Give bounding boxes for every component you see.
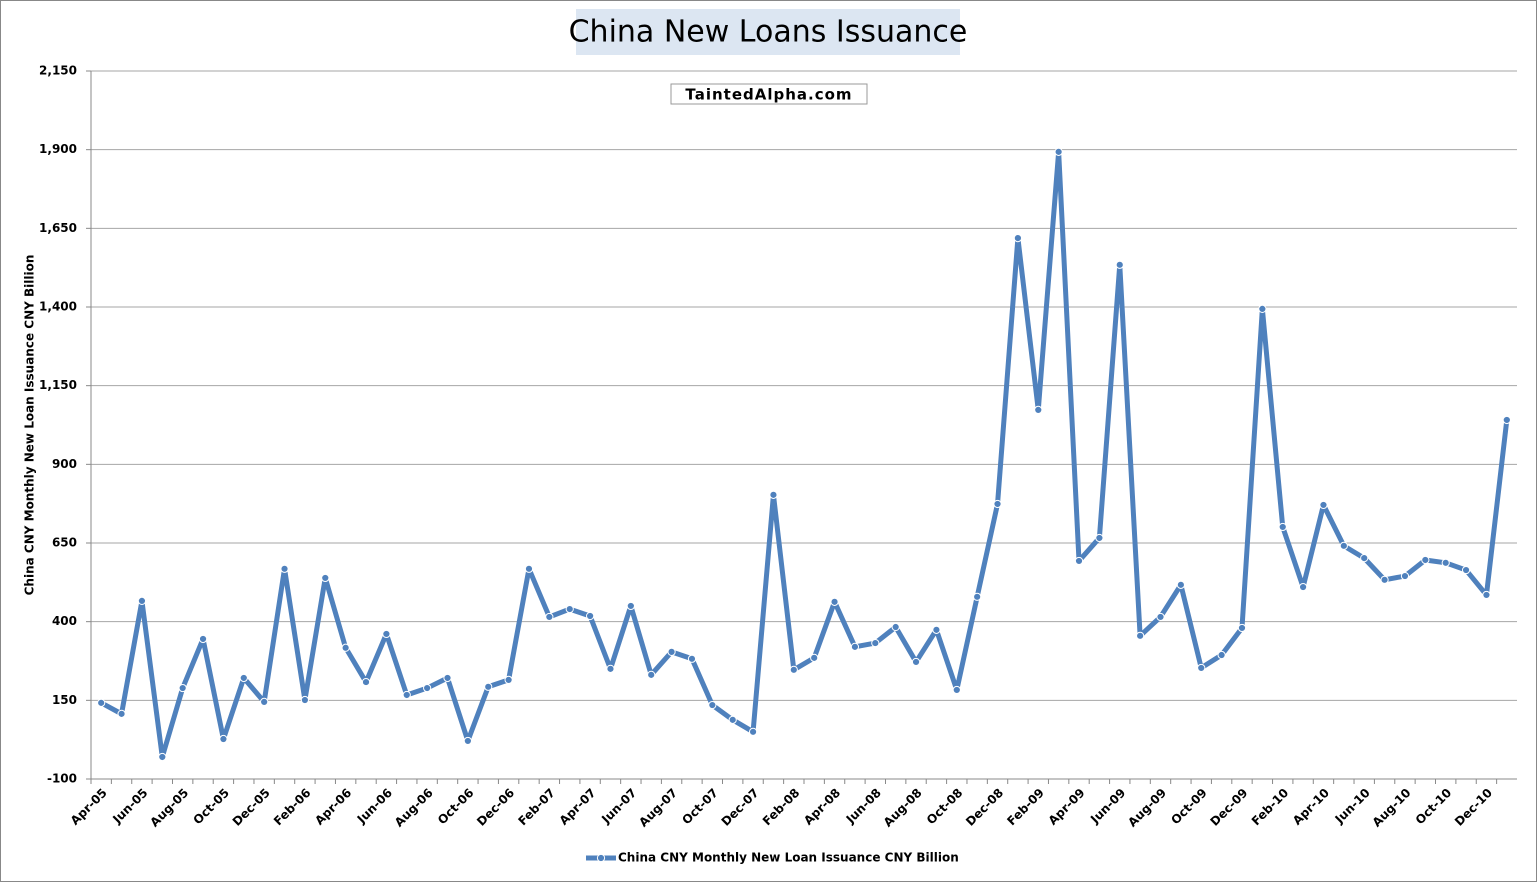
- point: [1278, 522, 1287, 532]
- point: [1482, 590, 1491, 600]
- y-tick-label: 1,900: [39, 142, 77, 156]
- watermark-box: [670, 83, 868, 105]
- point: [260, 697, 269, 707]
- point: [1258, 304, 1267, 313]
- point: [382, 629, 391, 639]
- point: [1360, 554, 1369, 563]
- y-tick-label: 1,400: [39, 300, 77, 314]
- point: [1095, 533, 1104, 543]
- point: [1156, 612, 1165, 622]
- point: [687, 654, 697, 663]
- point: [463, 736, 472, 746]
- point: [198, 634, 208, 644]
- y-tick-label: 2,150: [39, 64, 77, 78]
- point: [545, 612, 554, 622]
- point: [810, 653, 819, 662]
- point: [1400, 571, 1410, 581]
- point: [219, 734, 228, 744]
- point: [1441, 558, 1450, 567]
- y-tick-label: 650: [52, 536, 77, 550]
- point: [321, 573, 330, 583]
- point: [504, 675, 513, 684]
- point: [1217, 650, 1226, 660]
- series-line: [99, 149, 1510, 760]
- point: [158, 752, 167, 762]
- point: [137, 596, 147, 605]
- point: [280, 564, 289, 573]
- chart-title: China New Loans Issuance: [569, 15, 968, 50]
- legend-marker: [596, 853, 606, 863]
- point: [1380, 575, 1389, 584]
- point: [626, 601, 635, 611]
- point: [1115, 260, 1124, 269]
- y-axis-label: China CNY Monthly New Loan Issuance CNY …: [23, 255, 37, 596]
- point: [1054, 147, 1063, 156]
- point: [361, 677, 371, 687]
- point: [586, 611, 595, 621]
- point: [850, 642, 860, 651]
- point: [1502, 415, 1511, 425]
- point: [932, 625, 941, 634]
- point: [1339, 541, 1348, 550]
- title-box: [576, 9, 960, 55]
- point: [423, 683, 432, 693]
- point: [402, 690, 411, 700]
- point: [117, 709, 126, 718]
- point: [341, 643, 350, 652]
- point: [748, 727, 758, 736]
- point: [1013, 233, 1023, 243]
- point: [708, 700, 717, 710]
- point: [606, 664, 615, 673]
- point: [891, 622, 900, 632]
- point: [565, 604, 574, 614]
- point: [647, 670, 656, 679]
- point: [1421, 555, 1430, 565]
- point: [1461, 565, 1471, 575]
- point: [952, 685, 961, 695]
- point: [728, 715, 737, 724]
- point: [97, 698, 106, 707]
- point: [1237, 623, 1247, 633]
- point: [239, 673, 248, 683]
- point: [443, 673, 452, 683]
- point: [1299, 582, 1308, 592]
- point: [300, 695, 309, 705]
- point: [973, 592, 982, 601]
- y-tick-label: 1,650: [39, 221, 77, 235]
- point: [1136, 631, 1145, 640]
- y-tick-label: 400: [52, 614, 77, 628]
- point: [1176, 580, 1185, 589]
- point: [484, 682, 493, 691]
- point: [178, 683, 187, 693]
- point: [1319, 500, 1328, 510]
- y-tick-label: 900: [52, 457, 77, 471]
- point: [667, 647, 676, 656]
- legend-label: China CNY Monthly New Loan Issuance CNY …: [618, 851, 959, 865]
- y-tick-label: 1,150: [39, 378, 77, 392]
- point: [769, 490, 778, 499]
- point: [524, 564, 534, 573]
- point: [993, 499, 1002, 509]
- y-tick-label: -100: [47, 772, 77, 786]
- point: [911, 657, 921, 667]
- point: [789, 665, 798, 674]
- watermark: TaintedAlpha.com: [685, 86, 852, 104]
- y-tick-label: 150: [52, 693, 77, 707]
- point: [1074, 556, 1084, 566]
- point: [871, 638, 880, 648]
- point: [1034, 405, 1043, 414]
- point: [1197, 663, 1206, 673]
- point: [830, 597, 839, 606]
